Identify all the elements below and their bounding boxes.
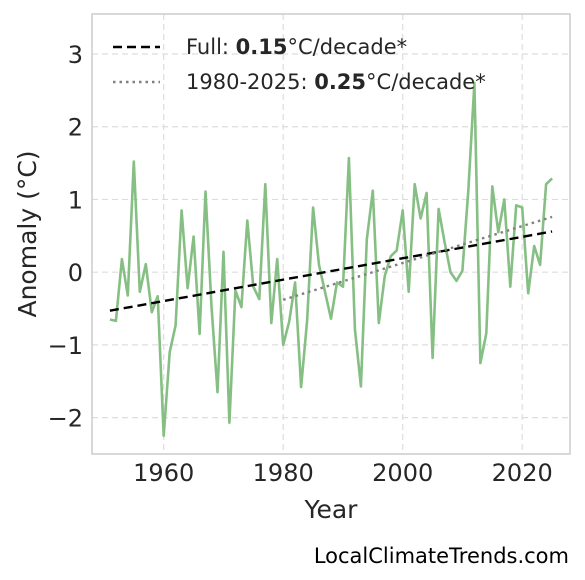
- anomaly-series-line: [109, 81, 554, 438]
- gridlines: [92, 14, 570, 454]
- trend-line-full: [109, 230, 553, 312]
- legend: Full: 0.15°C/decade* 1980-2025: 0.25°C/de…: [113, 35, 486, 94]
- y-tick-label: 3: [68, 41, 83, 69]
- y-tick-label: 1: [68, 186, 83, 214]
- trend-line-1980-2025: [282, 215, 553, 301]
- y-tick-label: −1: [48, 332, 83, 360]
- y-tick-label: 2: [68, 114, 83, 142]
- x-tick-label: 1960: [133, 459, 194, 487]
- source-credit: LocalClimateTrends.com: [313, 544, 569, 568]
- x-tick-label: 1980: [253, 459, 314, 487]
- tick-labels: 1960 1980 2000 2020 3 2 1 0 −1 −2: [48, 41, 553, 487]
- series-layer: [109, 81, 554, 438]
- x-tick-label: 2000: [372, 459, 433, 487]
- plot-frame: [91, 13, 571, 455]
- x-axis-title: Year: [304, 495, 359, 524]
- legend-entry: Full: 0.15°C/decade*: [186, 35, 407, 59]
- y-axis-title: Anomaly (°C): [13, 150, 42, 317]
- x-tick-label: 2020: [492, 459, 553, 487]
- y-tick-label: 0: [68, 259, 83, 287]
- legend-entry: 1980-2025: 0.25°C/decade*: [186, 70, 486, 94]
- y-tick-label: −2: [48, 405, 83, 433]
